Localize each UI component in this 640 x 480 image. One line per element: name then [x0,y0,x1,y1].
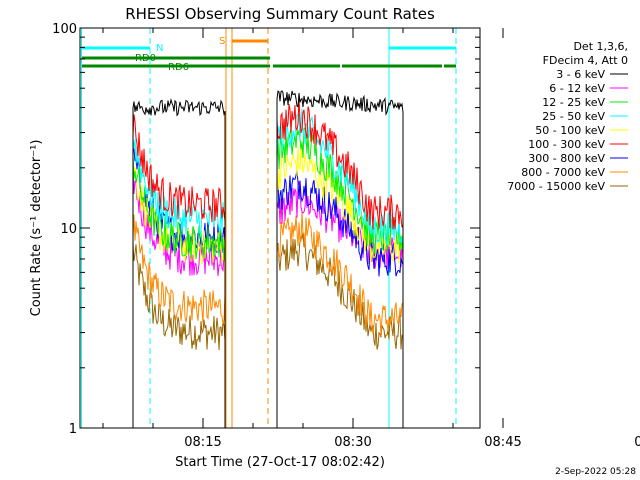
series-line-800-7000keV [276,211,404,428]
series-line-25-50keV [276,108,404,428]
y-tick-label: 10 [60,222,77,237]
series-line-7000-15000keV [276,231,404,428]
legend-label: 6 - 12 keV [549,82,605,95]
x-tick-label: 09:00 [634,435,640,450]
y-tick-label: 1 [69,422,77,437]
legend-label: 100 - 300 keV [528,138,605,151]
series-line-3-6keV [276,90,404,428]
chart-title: RHESSI Observing Summary Count Rates [125,5,435,23]
y-axis-label: Count Rate (s⁻¹ detector⁻¹) [29,140,44,317]
flag-label-n: N [156,43,163,54]
series-line-50-100keV [276,144,404,428]
legend-header-line-1: Det 1,3,6, [573,40,628,53]
legend-label: 3 - 6 keV [556,68,605,81]
y-tick-label: 100 [52,22,77,37]
legend-label: 800 - 7000 keV [521,166,605,179]
flag-label-rd6: RD6 [168,62,189,73]
series-line-12-25keV [276,126,404,428]
series-line-100-300keV [132,114,226,428]
flag-label-s: S [219,36,225,47]
series-line-6-12keV [276,181,404,428]
legend-label: 50 - 100 keV [535,124,605,137]
legend-header-line-2: FDecim 4, Att 0 [543,54,628,67]
series-line-100-300keV [276,98,404,428]
footer-date: 2-Sep-2022 05:28 [555,467,636,477]
flag-label-rd0: RD0 [135,53,156,64]
series-line-12-25keV [132,157,226,428]
series-line-3-6keV [132,97,226,428]
series-traces [132,90,404,428]
x-axis-label: Start Time (27-Oct-17 08:02:42) [175,455,385,470]
legend-label: 7000 - 15000 keV [507,180,605,193]
x-tick-label: 08:30 [334,435,371,450]
x-tick-label: 08:15 [184,435,221,450]
series-line-7000-15000keV [132,243,226,428]
legend-label: 25 - 50 keV [542,110,605,123]
legend-label: 12 - 25 keV [542,96,605,109]
x-tick-label: 08:45 [484,435,521,450]
legend-label: 300 - 800 keV [528,152,605,165]
series-line-800-7000keV [132,214,226,428]
